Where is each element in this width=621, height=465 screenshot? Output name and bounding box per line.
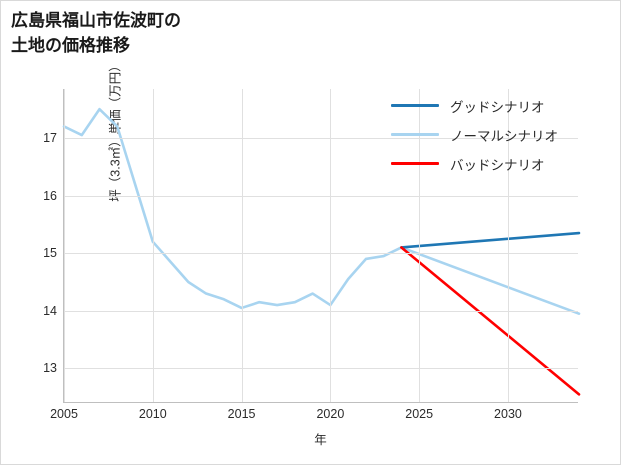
gridline-vertical [330, 89, 332, 402]
legend-label-bad: バッドシナリオ [450, 157, 545, 173]
legend-label-good: グッドシナリオ [450, 99, 545, 115]
gridline-vertical [64, 89, 65, 402]
y-tick-label: 17 [43, 130, 57, 145]
x-tick-label: 2010 [138, 407, 167, 421]
gridline-vertical [241, 89, 243, 402]
legend-label-normal: ノーマルシナリオ [450, 128, 558, 144]
legend-swatch-bad [391, 161, 439, 166]
x-tick-label: 2020 [316, 407, 345, 421]
chart-title: 広島県福山市佐波町の 土地の価格推移 [11, 11, 181, 55]
x-tick-label: 2015 [227, 407, 256, 421]
x-axis-label: 年 [314, 433, 327, 447]
legend-item-normal: ノーマルシナリオ [391, 120, 606, 149]
y-tick-label: 15 [43, 246, 57, 261]
legend-item-good: グッドシナリオ [391, 91, 606, 120]
gridline-horizontal [64, 195, 578, 197]
x-tick-label: 2025 [405, 407, 434, 421]
legend-item-bad: バッドシナリオ [391, 149, 606, 178]
gridline-horizontal [64, 368, 578, 370]
gridline-vertical [152, 89, 154, 402]
series-line [400, 246, 581, 396]
gridline-vertical [419, 89, 421, 402]
y-tick-label: 16 [43, 188, 57, 203]
gridline-horizontal [64, 137, 578, 139]
plot-area: 2005 2010 2015 2020 2025 2030 13 14 15 16 17 [43, 89, 581, 421]
chart-legend: グッドシナリオ ノーマルシナリオ バッドシナリオ [391, 91, 606, 178]
gridline-horizontal [64, 310, 578, 312]
x-tick-label: 2005 [50, 407, 78, 421]
y-tick-label: 13 [43, 361, 57, 376]
gridline-horizontal [64, 253, 578, 255]
gridline-vertical [507, 89, 509, 402]
legend-swatch-normal [391, 132, 439, 137]
y-tick-label: 14 [43, 303, 57, 318]
legend-swatch-good [391, 103, 439, 108]
series-line [400, 231, 581, 249]
x-tick-label: 2030 [494, 407, 522, 421]
